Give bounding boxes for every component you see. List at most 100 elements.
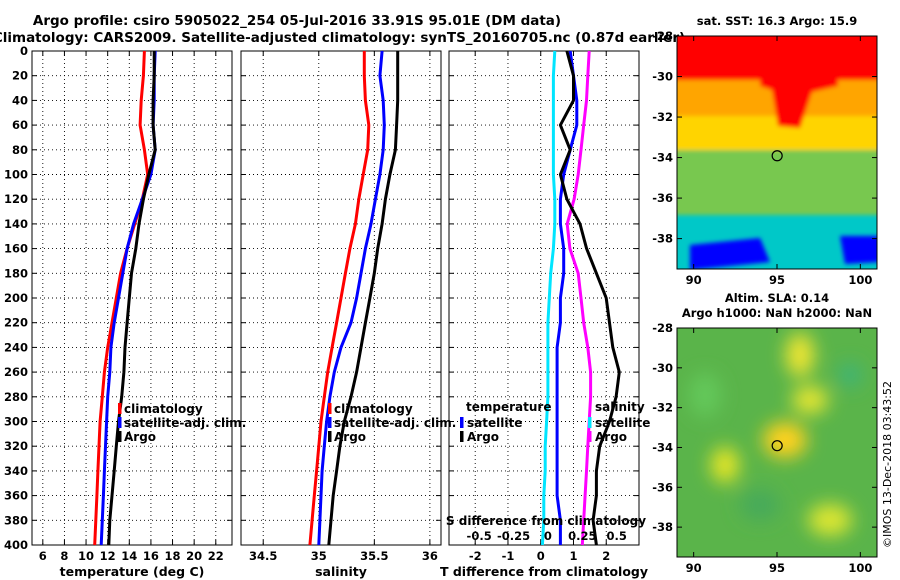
depth-tick-label: 240: [4, 340, 28, 354]
depth-tick-label: 200: [4, 291, 28, 305]
figure-title-line1: Argo profile: csiro 5905022_254 05-Jul-2…: [33, 13, 561, 29]
sla-warm-blob-1: [786, 333, 814, 377]
difference-xtick-label: 0: [537, 549, 545, 563]
sal-legend-label: Argo: [334, 430, 366, 444]
map-ytick-label: -36: [652, 480, 673, 494]
difference-xtick-label: 2: [602, 549, 610, 563]
map-xtick-label: 95: [769, 561, 785, 575]
temperature-xtick-label: 20: [186, 549, 202, 563]
map-ytick-label: -32: [652, 401, 673, 415]
depth-tick-label: 400: [4, 538, 28, 552]
diff-s-axis-label: S difference from climatology: [446, 514, 646, 528]
diff-s-tick-label: -0.5: [467, 529, 492, 543]
temperature-xlabel: temperature (deg C): [60, 564, 205, 579]
sal-argo-line: [327, 51, 400, 546]
temp-legend-swatch: [118, 403, 122, 414]
temp-argo-line: [107, 51, 157, 546]
depth-tick-label: 20: [12, 69, 28, 83]
salinity-xtick-label: 34.5: [249, 549, 277, 563]
figure-title-line2: Climatology: CARS2009. Satellite-adjuste…: [0, 30, 685, 46]
sla-cool-blob-3: [740, 489, 780, 521]
salinity-xtick-label: 35: [311, 549, 327, 563]
map-ytick-label: -30: [652, 361, 673, 375]
map-ytick-label: -38: [652, 520, 673, 534]
sal-legend-swatch: [328, 417, 332, 428]
diff-temp-argo-line: [558, 50, 621, 546]
temperature-xtick-label: 18: [165, 549, 181, 563]
map-xtick-label: 100: [848, 273, 872, 287]
sst-map-panel: sat. SST: 16.3 Argo: 15.9 90 95 100 -28 -30 -…: [652, 14, 878, 287]
difference-panel: -2 -1 0 1 2T difference from climatology -0.5…: [440, 50, 650, 579]
temp-legend-swatch: [118, 417, 122, 428]
map-ytick-label: -34: [652, 440, 673, 454]
map-ytick-label: -28: [652, 321, 673, 335]
sla-warm-blob-3: [792, 386, 828, 414]
diff-sal-legend-header: salinity: [595, 400, 645, 414]
sst-warm-tongue: [760, 40, 838, 128]
depth-tick-label: 0: [20, 44, 28, 58]
sst-blue-patch-right: [840, 236, 877, 264]
depth-tick-label: 300: [4, 415, 28, 429]
depth-tick-label: 100: [4, 168, 28, 182]
sla-warm-blob-4: [711, 447, 739, 483]
diff-sal-legend-swatch: [588, 417, 592, 428]
depth-tick-label: 220: [4, 316, 28, 330]
sst-argo-marker: [771, 150, 783, 162]
temp-legend-label: satellite-adj. clim.: [124, 416, 246, 430]
diff-temp-legend-label: satellite: [467, 416, 522, 430]
diff-temp-satellite-line: [555, 50, 579, 545]
salinity-panel: 34.5 35 35.5 36 salinity climatologysatellite…: [240, 50, 456, 579]
depth-tick-label: 340: [4, 464, 28, 478]
depth-tick-label: 360: [4, 489, 28, 503]
sal-satellite-line: [317, 50, 386, 546]
depth-tick-label: 180: [4, 266, 28, 280]
diff-temp-legend-header: temperature: [466, 400, 551, 414]
diff-temp-legend-label: Argo: [467, 430, 499, 444]
difference-xlabel: T difference from climatology: [440, 564, 648, 579]
diff-salinity-satellite-line: [540, 50, 557, 546]
sla-map-title-line2: Argo h1000: NaN h2000: NaN: [682, 306, 872, 320]
map-ytick-label: -38: [652, 232, 673, 246]
map-xtick-label: 90: [686, 273, 702, 287]
difference-xtick-label: -1: [502, 549, 515, 563]
sla-map-title-line1: Altim. SLA: 0.14: [725, 291, 829, 305]
sal-legend-label: climatology: [334, 402, 413, 416]
temp-legend-label: climatology: [124, 402, 203, 416]
map-ytick-label: -30: [652, 70, 673, 84]
diff-s-tick-label: 0: [544, 529, 552, 543]
temp-climatology-line: [93, 50, 150, 546]
depth-tick-label: 260: [4, 365, 28, 379]
diff-temp-legend-swatch: [460, 417, 464, 428]
temperature-xtick-label: 10: [78, 549, 94, 563]
salinity-xtick-label: 35.5: [360, 549, 388, 563]
temperature-panel: 0 20 40 60 80 100 120 140 160 180 200 220 240 260 280 3…: [4, 44, 246, 579]
depth-tick-label: 120: [4, 192, 28, 206]
temperature-xtick-label: 8: [60, 549, 68, 563]
diff-salinity-argo-line: [565, 50, 593, 546]
map-xtick-label: 90: [686, 561, 702, 575]
sla-warm-blob-2: [763, 422, 807, 458]
diff-s-tick-label: -0.25: [497, 529, 530, 543]
depth-tick-label: 320: [4, 439, 28, 453]
difference-xtick-label: -2: [469, 549, 482, 563]
depth-tick-label: 60: [12, 118, 28, 132]
sal-legend-label: satellite-adj. clim.: [334, 416, 456, 430]
map-xtick-label: 100: [848, 561, 872, 575]
map-ytick-label: -34: [652, 151, 673, 165]
sla-warm-blob-5: [808, 504, 852, 536]
map-ytick-label: -36: [652, 191, 673, 205]
depth-tick-label: 380: [4, 513, 28, 527]
difference-frame: [448, 50, 640, 546]
depth-tick-label: 40: [12, 93, 28, 107]
salinity-xlabel: salinity: [315, 564, 367, 579]
diff-sal-legend-swatch: [588, 431, 592, 442]
depth-tick-label: 280: [4, 390, 28, 404]
depth-tick-label: 140: [4, 217, 28, 231]
salinity-xtick-label: 36: [422, 549, 438, 563]
temperature-xtick-label: 22: [208, 549, 224, 563]
map-ytick-label: -28: [652, 29, 673, 43]
sla-argo-marker: [771, 440, 783, 452]
difference-xtick-label: 1: [569, 549, 577, 563]
diff-s-tick-label: 0.5: [607, 529, 627, 543]
